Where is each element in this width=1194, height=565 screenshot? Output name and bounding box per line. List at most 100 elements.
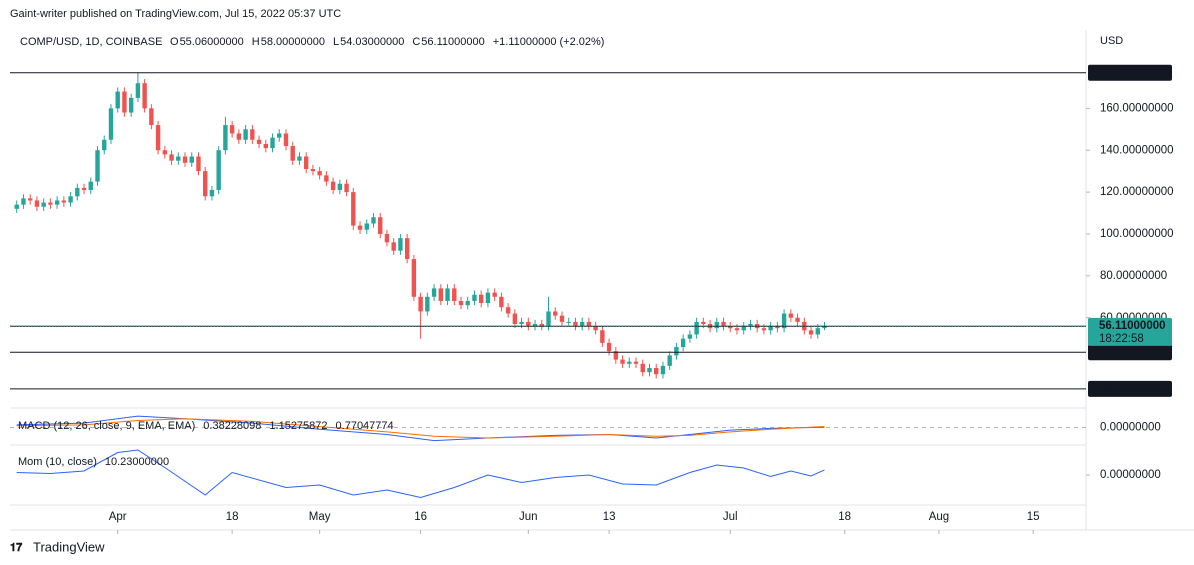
macd-tick-label: 0.00000000 [1100, 422, 1161, 434]
candle-body [445, 288, 450, 301]
candle-body [418, 296, 423, 312]
candle-body [61, 200, 67, 203]
candle-body [108, 108, 114, 140]
mom-readout: 10.23000000 [105, 456, 169, 468]
candle-body [149, 108, 154, 126]
y-tick-label: 120.00000000 [1100, 186, 1174, 198]
candle-body [768, 326, 773, 331]
candle-body [243, 129, 248, 140]
candle-body [573, 321, 578, 327]
candle-body [142, 83, 147, 109]
candle-body [256, 139, 262, 144]
candle-body [815, 328, 820, 335]
candle-body [674, 347, 679, 356]
candle-body [115, 91, 120, 109]
candle-body [452, 288, 457, 301]
candle-body [351, 192, 356, 226]
candle-body [34, 200, 40, 207]
candle-body [324, 175, 329, 182]
legend-value: 56.11000000 [421, 36, 484, 48]
candle-body [378, 217, 383, 234]
candle-body [499, 296, 504, 308]
candle-body [277, 133, 282, 138]
candle-body [203, 171, 208, 197]
candle-body [290, 146, 295, 161]
candle-body [303, 156, 309, 170]
candle-body [75, 187, 80, 197]
candle-body [41, 202, 46, 207]
candle-body [337, 183, 343, 190]
candle-body [95, 150, 100, 182]
candle-body [761, 328, 767, 331]
candle-body [775, 326, 780, 329]
candle-body [317, 171, 322, 176]
candle-body [627, 361, 632, 364]
level-label: 177.01000000 [1099, 67, 1173, 79]
candle-body [734, 328, 740, 331]
candle-body [263, 143, 268, 149]
candle-body [283, 133, 289, 147]
candle-body [425, 296, 430, 312]
legend-value: 58.00000000 [261, 36, 325, 48]
legend-change: +1.11000000 (+2.02%) [493, 36, 605, 48]
logo: 𝟏𝟕 [10, 542, 23, 554]
mom-tick-label: 0.00000000 [1100, 469, 1161, 481]
x-tick-label: Jul [723, 511, 738, 523]
candle-body [411, 259, 417, 297]
candle-body [721, 321, 726, 327]
candle-body [512, 313, 518, 324]
macd-readout: 0.77047774 [336, 420, 394, 432]
y-tick-label: 100.00000000 [1100, 228, 1174, 240]
candle-body [559, 315, 565, 322]
x-tick-label: Aug [929, 511, 949, 523]
candle-body [458, 300, 464, 306]
macd-line [16, 415, 825, 442]
level-box [1088, 344, 1172, 361]
candle-body [586, 321, 592, 327]
macd-line [16, 418, 825, 439]
symbol: COMP/USD, 1D, COINBASE [20, 36, 162, 48]
footer: TradingView [33, 539, 105, 554]
candle-body [579, 321, 585, 327]
candle-body [344, 183, 349, 193]
candle-body [795, 317, 800, 322]
candle-body [485, 292, 491, 304]
level-box [1088, 64, 1172, 81]
candle-body [54, 200, 60, 205]
candle-body [398, 238, 403, 251]
candle-body [14, 204, 19, 209]
y-tick-label: 80.00000000 [1100, 270, 1167, 282]
candle-body [546, 311, 551, 327]
candle-body [519, 321, 524, 324]
candle-body [182, 156, 188, 163]
candle-body [788, 313, 794, 318]
candle-body [633, 361, 639, 364]
candle-body [478, 294, 484, 304]
candle-body [384, 233, 390, 243]
candle-body [539, 324, 544, 327]
legend-prefix: C [412, 36, 420, 48]
candle-body [822, 325, 827, 329]
candle-body [680, 338, 686, 348]
candle-body [438, 288, 444, 301]
y-tick-label: 140.00000000 [1100, 144, 1174, 156]
candle-body [640, 363, 645, 373]
legend-value: 54.03000000 [340, 36, 404, 48]
countdown: 18:22:58 [1099, 333, 1144, 345]
level-label: 26.00000000 [1099, 383, 1166, 395]
candle-body [593, 326, 598, 331]
candle-body [68, 196, 73, 203]
legend-prefix: L [333, 36, 339, 48]
candle-body [102, 139, 107, 151]
legend-prefix: O [170, 36, 179, 48]
candle-body [21, 198, 26, 205]
candle-body [229, 125, 235, 134]
x-tick-label: 16 [414, 511, 427, 523]
candle-body [236, 133, 242, 140]
candle-body [687, 334, 693, 339]
candle-body [216, 150, 221, 190]
candle-body [741, 326, 746, 331]
candle-body [505, 307, 511, 314]
candle-body [48, 202, 53, 205]
candle-body [27, 198, 33, 201]
